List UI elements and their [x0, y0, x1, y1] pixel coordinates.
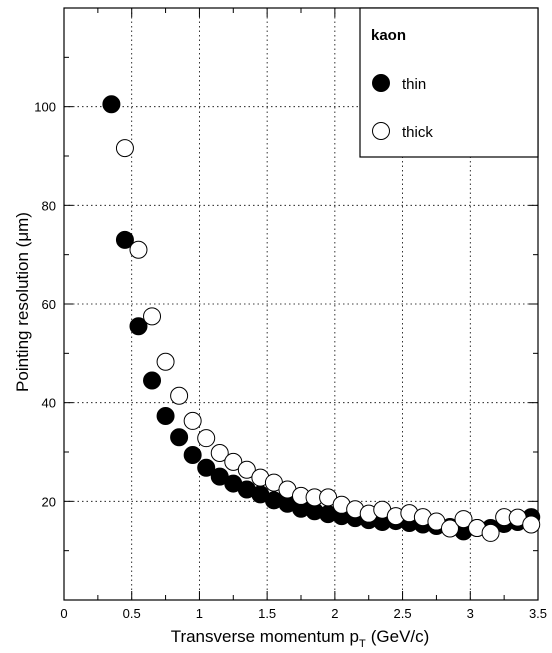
x-axis-title: Transverse momentum pT (GeV/c) [171, 627, 430, 650]
data-point-thin [102, 95, 121, 114]
series-thick [115, 139, 541, 542]
legend-title: kaon [371, 27, 406, 44]
data-point-thin [170, 428, 189, 447]
data-point-thick [156, 352, 175, 371]
x-tick-label: 0.5 [123, 606, 141, 621]
data-point-thin [115, 230, 134, 249]
y-tick-label: 60 [42, 297, 56, 312]
legend: kaon thin thick [359, 7, 539, 158]
y-axis-title: Pointing resolution (μm) [13, 212, 32, 392]
data-point-thick [143, 307, 162, 326]
data-point-thick [115, 139, 134, 158]
data-point-thin [129, 317, 148, 336]
series-thin [102, 95, 541, 541]
data-point-thick [440, 519, 459, 538]
x-tick-label: 3.5 [529, 606, 547, 621]
x-tick-label: 3 [467, 606, 474, 621]
x-tick-label: 2.5 [394, 606, 412, 621]
y-tick-label: 100 [34, 100, 56, 115]
x-tick-label: 1 [196, 606, 203, 621]
data-point-thin [143, 371, 162, 390]
data-point-thick [522, 515, 541, 534]
x-axis-title-subscript: T [359, 638, 366, 650]
x-tick-label: 2 [331, 606, 338, 621]
legend-marker-thick [372, 122, 390, 140]
data-point-thick [170, 386, 189, 405]
data-point-thick [129, 240, 148, 259]
legend-label-thick: thick [402, 124, 433, 141]
y-tick-label: 80 [42, 198, 56, 213]
x-tick-label: 1.5 [258, 606, 276, 621]
legend-marker-thin [372, 74, 390, 92]
x-axis-title-unit: (GeV/c) [371, 627, 430, 646]
data-point-thick [454, 510, 473, 529]
data-point-thick [481, 523, 500, 542]
data-point-thick [224, 452, 243, 471]
data-point-thick [210, 443, 229, 462]
x-tick-label: 0 [60, 606, 67, 621]
data-point-thick [183, 411, 202, 430]
legend-label-thin: thin [402, 76, 426, 93]
data-point-thin [183, 445, 202, 464]
data-point-thin [156, 406, 175, 425]
data-point-thick [237, 460, 256, 479]
data-point-thin [197, 458, 216, 477]
y-tick-label: 20 [42, 494, 56, 509]
data-point-thick [197, 429, 216, 448]
y-tick-label: 40 [42, 396, 56, 411]
